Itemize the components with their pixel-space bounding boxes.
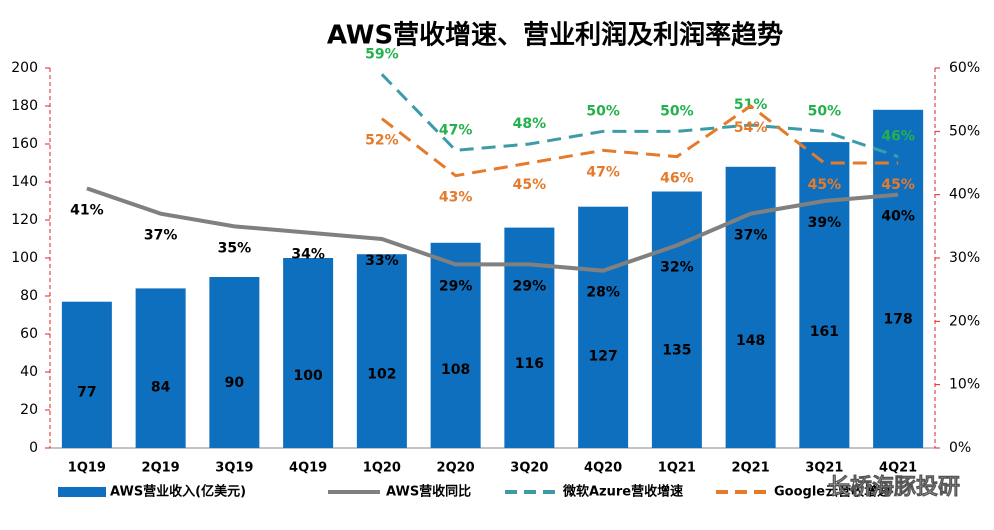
bar xyxy=(504,227,555,448)
bar xyxy=(135,288,186,448)
x-tick-label: 2Q20 xyxy=(437,461,475,476)
bar-label: 135 xyxy=(662,343,691,359)
legend-label: Google云营收增速 xyxy=(774,484,890,500)
line-label: 45% xyxy=(881,177,915,193)
line-label: 46% xyxy=(660,171,694,187)
y-tick-label: 60 xyxy=(20,326,38,342)
x-tick-label: 2Q21 xyxy=(732,461,770,476)
x-tick-label: 4Q19 xyxy=(289,461,327,476)
y-tick-label: 180 xyxy=(11,98,38,114)
line-label: 59% xyxy=(365,46,399,62)
y-tick-label: 120 xyxy=(11,212,38,228)
y2-tick-label: 0% xyxy=(949,440,971,456)
bar-label: 148 xyxy=(736,333,765,349)
y2-tick-label: 30% xyxy=(949,250,980,266)
y-tick-label: 40 xyxy=(20,364,38,380)
bar xyxy=(651,191,702,448)
y-tick-label: 80 xyxy=(20,288,38,304)
line-label: 47% xyxy=(586,164,620,180)
x-tick-label: 1Q20 xyxy=(363,461,401,476)
line-label: 32% xyxy=(660,259,694,275)
bar xyxy=(283,258,334,448)
bar xyxy=(356,254,407,448)
bar-label: 178 xyxy=(884,311,913,327)
bar xyxy=(430,242,481,448)
line-label: 48% xyxy=(513,116,547,132)
y2-tick-label: 60% xyxy=(949,60,980,76)
legend-label: 微软Azure营收增速 xyxy=(562,484,683,500)
line-label: 33% xyxy=(365,253,399,269)
x-tick-label: 4Q21 xyxy=(879,461,917,476)
line-label: 54% xyxy=(734,120,768,136)
line-label: 28% xyxy=(586,285,620,301)
bar-label: 127 xyxy=(589,348,618,364)
line-label: 37% xyxy=(734,228,768,244)
bar xyxy=(61,301,112,448)
y-tick-label: 140 xyxy=(11,174,38,190)
bar-label: 77 xyxy=(77,384,96,400)
bar xyxy=(209,277,260,448)
x-tick-label: 1Q21 xyxy=(658,461,696,476)
y-tick-label: 20 xyxy=(20,402,38,418)
y-tick-label: 100 xyxy=(11,250,38,266)
bar-label: 102 xyxy=(367,366,396,382)
bar xyxy=(873,109,924,449)
bar-label: 108 xyxy=(441,362,470,378)
y2-tick-label: 20% xyxy=(949,313,980,329)
bar xyxy=(578,206,629,448)
chart-title: AWS营收增速、营业利润及利润率趋势 xyxy=(327,20,783,51)
bar xyxy=(799,142,850,448)
line-label: 46% xyxy=(881,129,915,145)
y2-tick-label: 40% xyxy=(949,187,980,203)
line-label: 34% xyxy=(291,247,325,263)
bar-label: 84 xyxy=(151,379,171,395)
x-tick-label: 4Q20 xyxy=(584,461,622,476)
line-label: 41% xyxy=(70,202,104,218)
bar-label: 90 xyxy=(225,375,245,391)
line-series xyxy=(380,73,899,159)
y-tick-label: 160 xyxy=(11,136,38,152)
line-label: 45% xyxy=(808,177,842,193)
line-label: 40% xyxy=(881,209,915,225)
legend-label: AWS营收同比 xyxy=(386,484,471,500)
y2-tick-label: 50% xyxy=(949,123,980,139)
line-label: 43% xyxy=(439,190,473,206)
x-tick-label: 3Q19 xyxy=(215,461,253,476)
x-tick-label: 3Q20 xyxy=(510,461,548,476)
line-label: 47% xyxy=(439,122,473,138)
line-label: 29% xyxy=(439,278,473,294)
y-tick-label: 0 xyxy=(29,440,38,456)
line-label: 45% xyxy=(513,177,547,193)
line-series xyxy=(86,186,899,273)
legend-swatch xyxy=(58,487,106,497)
line-label: 50% xyxy=(586,103,620,119)
bar-label: 161 xyxy=(810,324,839,340)
line-series xyxy=(380,104,899,178)
line-label: 29% xyxy=(513,278,547,294)
watermark: 长桥海豚投研 xyxy=(828,474,960,500)
x-tick-label: 3Q21 xyxy=(805,461,843,476)
line-label: 39% xyxy=(808,215,842,231)
line-label: 35% xyxy=(218,240,252,256)
line-label: 50% xyxy=(808,103,842,119)
bar-label: 100 xyxy=(294,368,323,384)
bar-label: 116 xyxy=(515,356,544,372)
line-label: 52% xyxy=(365,133,399,149)
y2-tick-label: 10% xyxy=(949,377,980,393)
line-label: 37% xyxy=(144,228,178,244)
line-label: 50% xyxy=(660,103,694,119)
x-tick-label: 2Q19 xyxy=(142,461,180,476)
y-tick-label: 200 xyxy=(11,60,38,76)
legend-label: AWS营业收入(亿美元) xyxy=(110,484,246,500)
x-tick-label: 1Q19 xyxy=(68,461,106,476)
